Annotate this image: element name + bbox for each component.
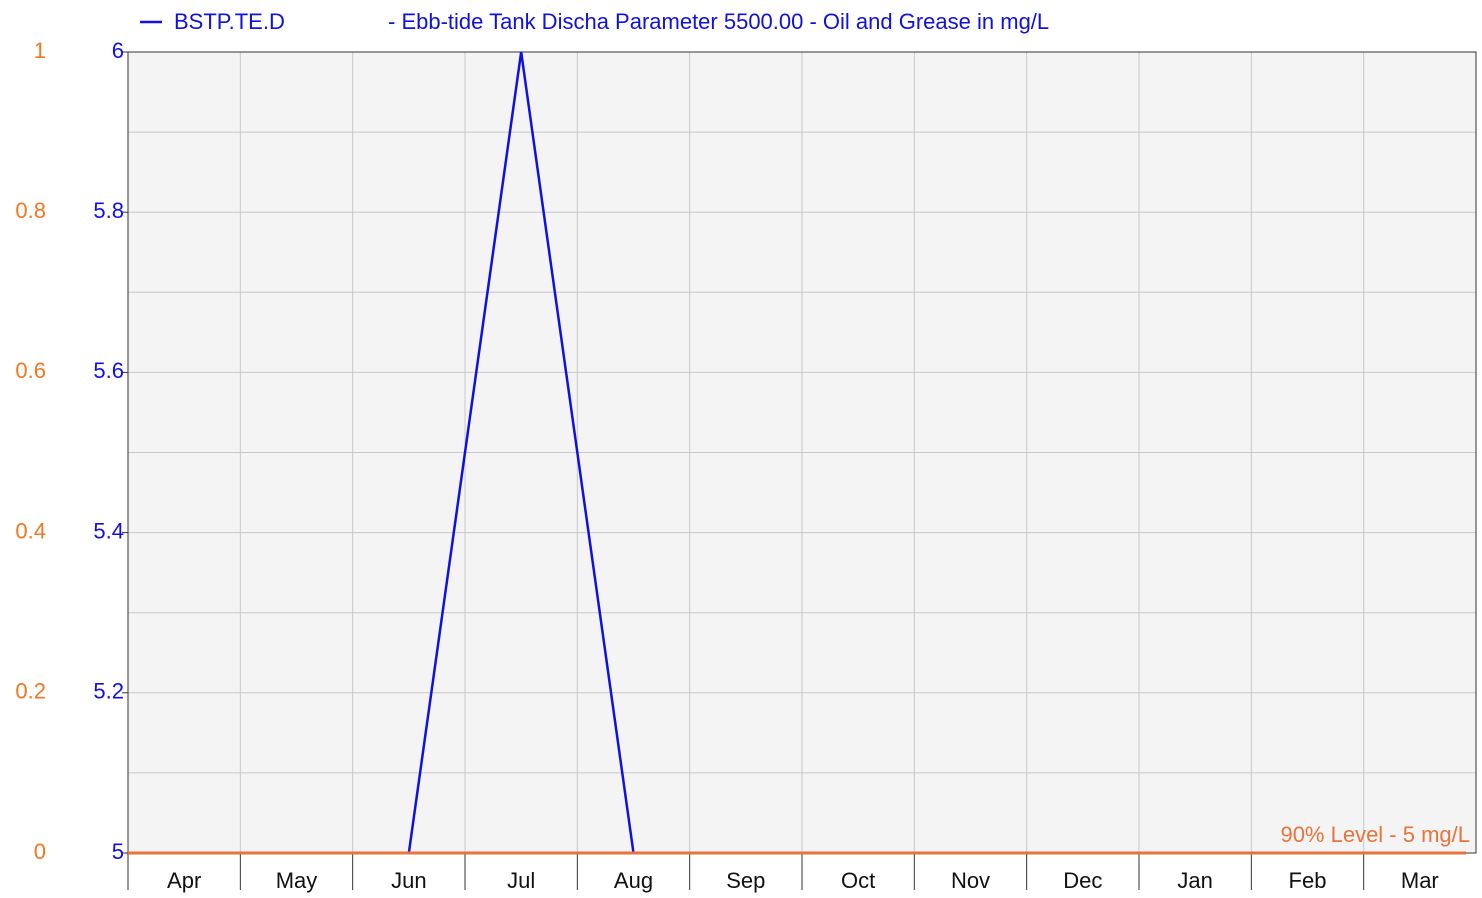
y-tick-label: 5: [112, 839, 124, 864]
x-tick-label: Dec: [1063, 868, 1102, 893]
y2-tick-label: 0.6: [15, 358, 46, 383]
x-tick-label: Jan: [1177, 868, 1212, 893]
x-tick-label: Apr: [167, 868, 201, 893]
y2-tick-label: 0.8: [15, 198, 46, 223]
legend-label: BSTP.TE.D: [174, 9, 285, 34]
y-tick-label: 5.4: [93, 518, 124, 543]
y2-tick-label: 0.4: [15, 518, 46, 543]
x-tick-label: Nov: [951, 868, 990, 893]
x-tick-label: May: [276, 868, 318, 893]
x-tick-label: Sep: [726, 868, 765, 893]
y2-tick-label: 0.2: [15, 679, 46, 704]
x-tick-label: Jun: [391, 868, 426, 893]
x-tick-label: Aug: [614, 868, 653, 893]
y2-tick-label: 0: [34, 839, 46, 864]
y-tick-label: 5.2: [93, 679, 124, 704]
y-tick-label: 6: [112, 38, 124, 63]
y-tick-label: 5.6: [93, 358, 124, 383]
chart-title: - Ebb-tide Tank Discha Parameter 5500.00…: [388, 9, 1049, 34]
y-tick-label: 5.8: [93, 198, 124, 223]
x-tick-label: Oct: [841, 868, 875, 893]
y2-tick-label: 1: [34, 38, 46, 63]
x-tick-label: Jul: [507, 868, 535, 893]
x-tick-label: Mar: [1401, 868, 1439, 893]
threshold-label: 90% Level - 5 mg/L: [1280, 822, 1470, 847]
x-tick-label: Feb: [1289, 868, 1327, 893]
